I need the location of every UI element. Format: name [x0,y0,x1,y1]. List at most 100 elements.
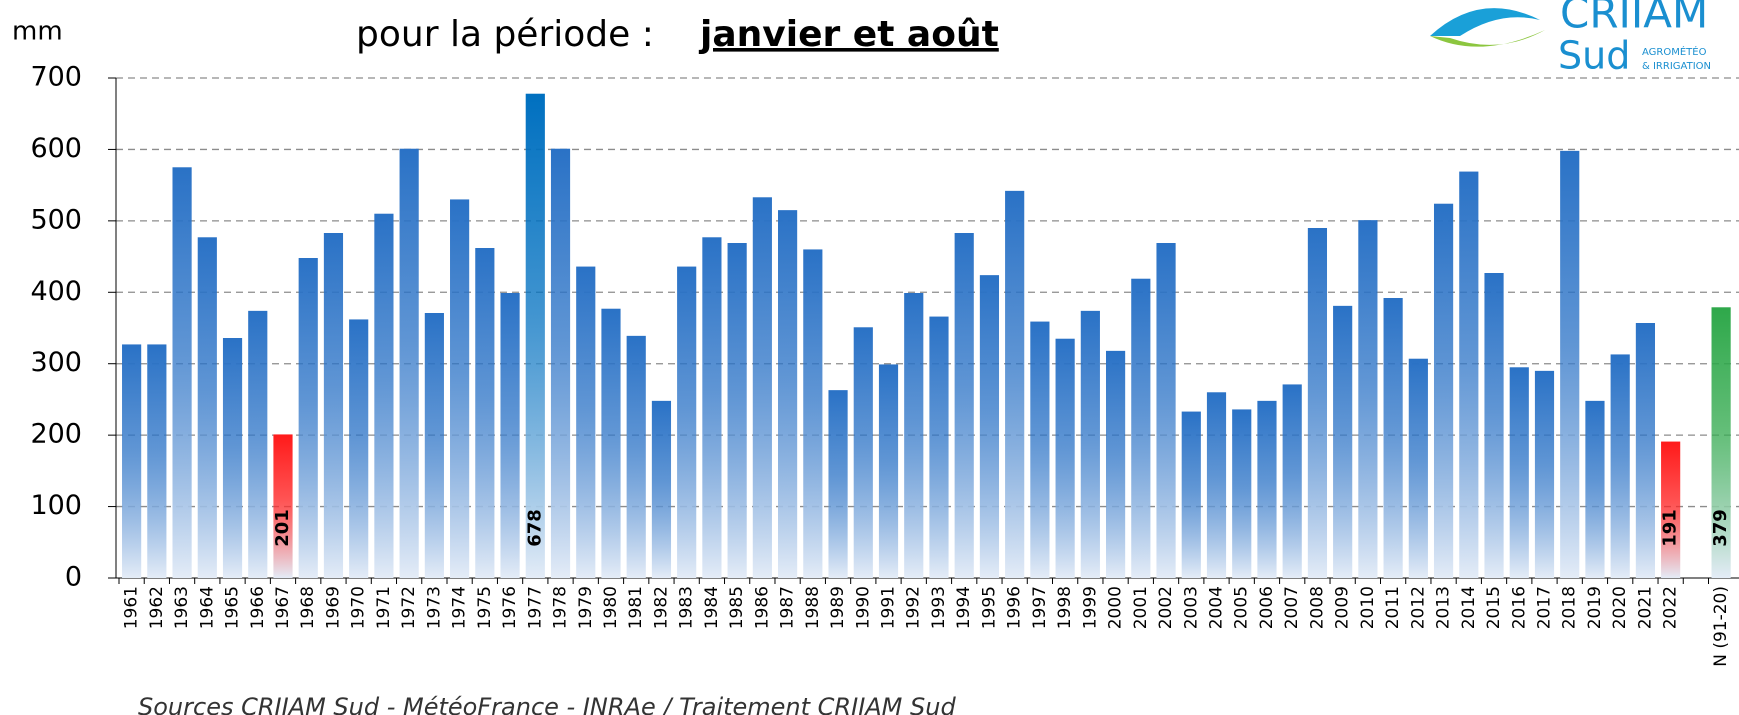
x-tick-label: 1987 [778,586,798,629]
x-tick-label: 2016 [1509,586,1529,629]
x-tick-label: 1975 [475,586,495,629]
logo: CRIIAM Sud AGROMÉTÉO & IRRIGATION [1430,0,1711,78]
x-tick-label: 1996 [1005,586,1025,629]
bar [1358,220,1378,578]
x-tick-label: 1979 [576,586,596,629]
bar [1509,367,1529,578]
source-note: Sources CRIIAM Sud - MétéoFrance - INRAe… [138,693,956,715]
bar [475,248,495,578]
y-tick-label: 0 [65,562,82,593]
bar [1206,392,1227,578]
x-tick-label: 1986 [752,586,772,629]
x-tick-label: 2015 [1484,586,1504,629]
bar [1055,338,1075,578]
bar [298,258,318,578]
x-tick-label: 1967 [273,586,293,629]
x-tick-label: 2009 [1333,586,1353,629]
x-tick-label: 1976 [500,586,520,629]
x-tick-label: 1971 [374,586,394,629]
bar [1232,409,1252,578]
x-tick-label: 1995 [979,586,999,629]
data-label: 678 [524,509,545,547]
bar [450,199,470,578]
bar [197,237,217,579]
logo-region: Sud [1558,34,1630,78]
bar [803,249,823,578]
x-tick-label: 1966 [248,586,268,629]
bar [273,434,293,578]
bar [122,344,142,578]
x-tick-label: 2017 [1534,586,1554,629]
x-tick-label: 2001 [1131,586,1151,629]
bar [399,148,419,578]
x-tick-label: 2010 [1358,586,1378,629]
bar [1030,321,1050,578]
bar [1156,243,1176,578]
x-tick-label: 2003 [1181,586,1201,629]
bar [323,233,344,578]
x-tick-label: 1981 [626,586,646,629]
bar [550,148,571,578]
x-tick-label: 2002 [1156,586,1176,629]
bar [651,400,672,578]
bar [1610,354,1630,578]
bar [677,266,697,578]
x-tick-label: 1978 [551,586,571,629]
data-label: 379 [1710,509,1731,547]
logo-name: CRIIAM [1560,0,1708,38]
x-tick-label: 1980 [601,586,621,629]
x-tick-label: 1993 [929,586,949,629]
x-tick-label: 2018 [1560,586,1580,629]
x-tick-label: 2012 [1408,586,1428,629]
x-tick-label: 1982 [651,586,671,629]
bar [1181,411,1201,578]
x-tick-label: 1968 [298,586,318,629]
x-tick-label: 1972 [399,586,419,629]
x-tick-label: 1999 [1080,586,1100,629]
chart-title-emphasis: janvier et août [698,14,999,55]
logo-text: & IRRIGATION [1642,61,1711,72]
x-tick-label: 2005 [1232,586,1252,629]
x-tick-label: 2021 [1635,586,1655,629]
bar [702,237,722,579]
bar [1131,278,1151,578]
data-label: 191 [1660,509,1681,547]
x-tick-label: 1961 [122,586,142,629]
x-tick-label: 2000 [1106,586,1126,629]
x-tick-label: 2008 [1307,586,1327,629]
y-tick-label: 700 [30,62,82,93]
bar [1005,190,1025,578]
x-tick-label: 1970 [349,586,369,629]
x-tick-label: 1989 [828,586,848,629]
bar [1484,273,1504,578]
bar [1459,171,1479,579]
x-tick-label: 1962 [147,586,167,629]
x-tick-label: 2014 [1459,586,1479,629]
x-tick-label: 1963 [172,586,192,629]
x-tick-label: 1988 [803,586,823,629]
chart-title: pour la période : [356,14,654,55]
x-tick-label: 2013 [1434,586,1454,629]
x-tick-label: 1973 [424,586,444,629]
bar [1383,298,1403,578]
bar [954,233,974,578]
x-tick-label: 1974 [450,586,470,629]
x-tick-label: 2006 [1257,586,1277,629]
bar [778,210,798,578]
logo-swoosh [1430,30,1545,47]
bar [500,293,520,578]
bar [727,243,747,578]
x-tick-label: 1965 [223,586,243,629]
bar [1433,203,1454,578]
bar [1408,358,1428,578]
x-tick-label: 1991 [879,586,899,629]
logo-text: AGROMÉTÉO [1642,45,1707,58]
bar [1711,307,1731,578]
bar [601,308,621,578]
y-axis-label: mm [12,17,63,47]
x-tick-label: 1997 [1030,586,1050,629]
bar [1534,370,1555,578]
bar [1282,384,1302,578]
bar [1333,305,1353,578]
